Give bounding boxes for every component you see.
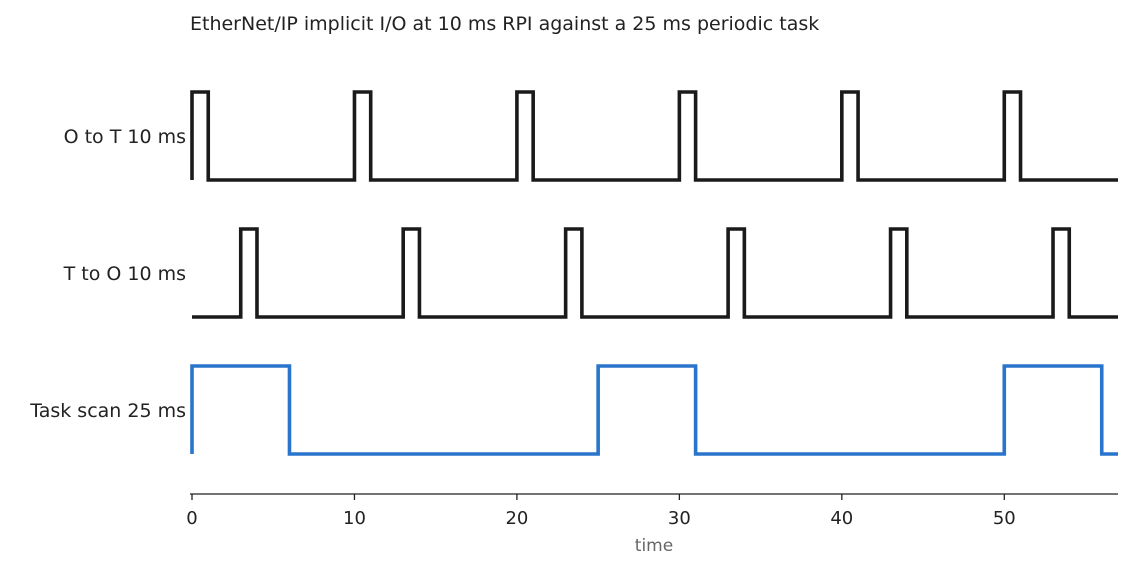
signal-trace xyxy=(190,90,1118,182)
x-tick-label: 30 xyxy=(668,508,691,529)
x-tick-label: 0 xyxy=(186,508,197,529)
x-tick-label: 10 xyxy=(343,508,366,529)
x-tick-label: 20 xyxy=(505,508,528,529)
signal-row-3: Task scan 25 ms xyxy=(29,364,1118,456)
x-tick-label: 50 xyxy=(993,508,1016,529)
chart-title: EtherNet/IP implicit I/O at 10 ms RPI ag… xyxy=(190,13,819,35)
row-label: O to T 10 ms xyxy=(64,126,186,148)
row-label: Task scan 25 ms xyxy=(29,400,186,422)
signal-row-2: T to O 10 ms xyxy=(63,227,1118,319)
signal-trace xyxy=(190,364,1118,456)
row-label: T to O 10 ms xyxy=(63,263,186,285)
x-axis-label: time xyxy=(635,536,673,556)
signal-row-1: O to T 10 ms xyxy=(64,90,1118,182)
x-axis-ticks: 0 10 20 30 40 50 xyxy=(186,494,1016,529)
signal-rows: O to T 10 ms T to O 10 ms Task scan 25 ms xyxy=(29,90,1118,456)
x-tick-label: 40 xyxy=(830,508,853,529)
signal-trace xyxy=(192,227,1118,319)
